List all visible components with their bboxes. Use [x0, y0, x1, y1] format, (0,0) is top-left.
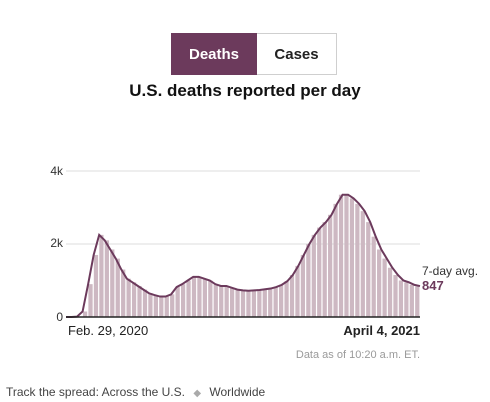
data-bar: [262, 289, 267, 317]
data-bar: [257, 289, 262, 317]
data-bar: [300, 254, 306, 317]
data-bar: [170, 294, 175, 317]
data-bar: [371, 236, 376, 317]
across-us-link[interactable]: Across the U.S.: [101, 385, 185, 399]
data-bar: [131, 282, 137, 317]
data-bar: [328, 214, 333, 317]
data-bar: [208, 280, 213, 317]
data-bar: [279, 284, 284, 317]
data-bar: [88, 284, 93, 317]
diamond-separator-icon: ◆: [193, 388, 202, 399]
data-bar: [333, 203, 338, 317]
data-bar: [202, 278, 207, 317]
x-end-label: April 4, 2021: [343, 323, 420, 338]
data-bar: [251, 290, 257, 317]
data-bar: [229, 287, 235, 317]
data-bar: [377, 249, 382, 317]
data-bar: [235, 289, 240, 318]
data-bar: [317, 227, 322, 317]
deaths-chart: 4k 2k 0 Feb. 29, 2020 April 4, 2021 7-da…: [50, 164, 478, 338]
data-bar: [393, 275, 398, 317]
data-bar: [415, 286, 420, 317]
data-bar: [137, 285, 142, 317]
data-bar: [349, 198, 355, 318]
data-bar: [284, 281, 289, 317]
data-bar: [213, 284, 218, 317]
data-bar: [153, 295, 158, 317]
data-bar: [93, 254, 99, 317]
data-bar: [240, 290, 246, 317]
data-bar: [126, 278, 131, 317]
data-bar: [289, 275, 295, 317]
worldwide-link[interactable]: Worldwide: [209, 385, 266, 399]
data-bar: [246, 290, 251, 317]
data-bar: [268, 288, 273, 317]
cases-tab[interactable]: Cases: [257, 33, 337, 75]
data-bar: [273, 287, 278, 317]
data-bar: [355, 203, 360, 317]
metric-toggle: Deaths Cases: [171, 33, 337, 75]
data-bar: [110, 249, 115, 317]
data-bar: [99, 234, 104, 318]
data-bar: [219, 285, 224, 317]
data-bar: [82, 311, 88, 317]
data-bar: [142, 289, 148, 318]
data-bar: [164, 296, 169, 317]
seven-day-avg-value: 847: [422, 278, 444, 293]
data-bar: [344, 194, 349, 317]
data-bar: [409, 284, 414, 317]
data-bar: [175, 287, 180, 317]
daily-bars: [77, 194, 420, 318]
data-bar: [366, 222, 371, 317]
y-tick-label-2k: 2k: [50, 236, 64, 250]
data-bar: [311, 234, 316, 318]
data-bar: [382, 258, 387, 317]
data-bar: [387, 267, 393, 317]
data-bar: [180, 284, 186, 317]
data-bar: [224, 285, 229, 317]
data-bar: [398, 280, 404, 317]
data-bar: [115, 258, 120, 317]
chart-title: U.S. deaths reported per day: [129, 81, 361, 100]
data-bar: [338, 194, 344, 317]
y-tick-label-0: 0: [56, 310, 63, 324]
deaths-tab[interactable]: Deaths: [171, 33, 257, 75]
data-bar: [121, 269, 126, 317]
data-bar: [197, 276, 202, 317]
data-bar: [360, 211, 365, 317]
footer-links: Track the spread: Across the U.S. ◆ Worl…: [6, 385, 265, 399]
x-start-label: Feb. 29, 2020: [68, 323, 148, 338]
seven-day-avg-label: 7-day avg.: [422, 264, 478, 278]
data-bar: [295, 265, 300, 317]
y-tick-label-4k: 4k: [50, 164, 64, 178]
data-bar: [148, 293, 153, 317]
footer-prefix: Track the spread:: [6, 385, 99, 399]
data-bar: [404, 282, 409, 317]
data-bar: [191, 276, 197, 317]
data-bar: [104, 240, 109, 317]
data-bar: [186, 280, 191, 317]
source-note: Data as of 10:20 a.m. ET.: [295, 349, 420, 361]
data-bar: [159, 296, 164, 317]
data-bar: [306, 244, 311, 317]
seven-day-average-line: [66, 193, 421, 318]
data-bar: [322, 222, 327, 317]
